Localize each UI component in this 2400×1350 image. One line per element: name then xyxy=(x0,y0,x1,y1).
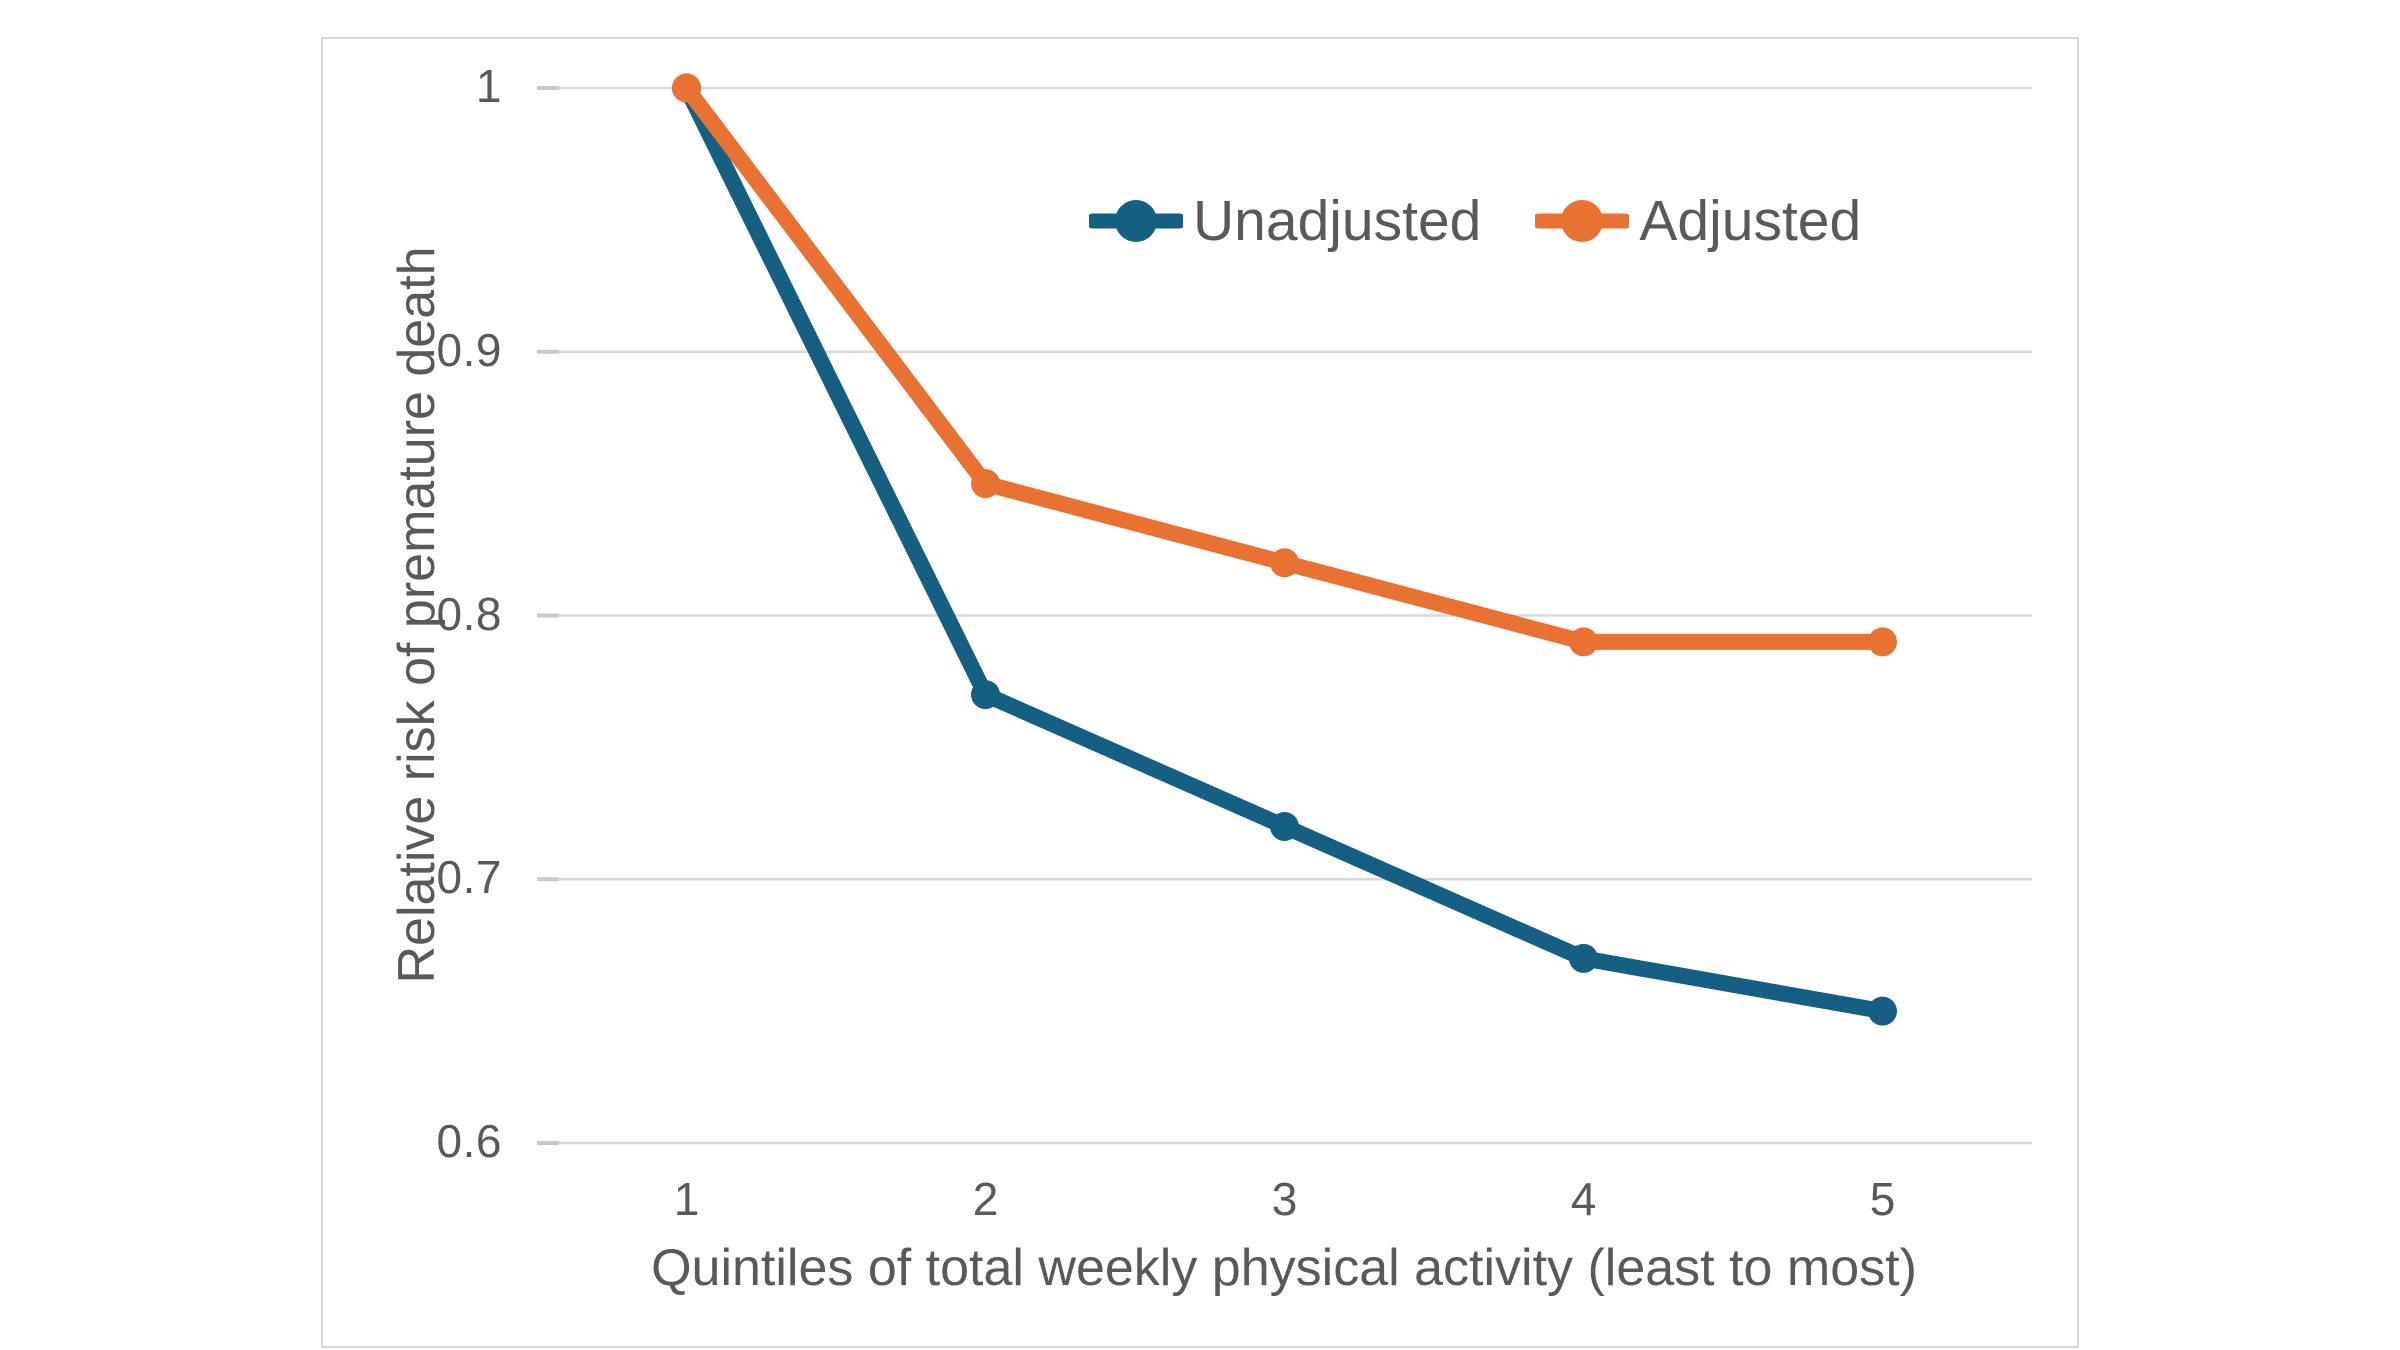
legend-label: Adjusted xyxy=(1639,189,1862,253)
y-tick-label: 1 xyxy=(475,59,502,112)
legend-line-marker-icon xyxy=(1089,200,1183,242)
x-axis-title: Quintiles of total weekly physical activ… xyxy=(651,1239,1917,1297)
y-tick-label: 0.9 xyxy=(436,323,502,376)
x-tick-label: 1 xyxy=(673,1173,700,1225)
legend-label: Unadjusted xyxy=(1193,189,1482,253)
x-tick-label: 3 xyxy=(1271,1173,1298,1225)
y-tick-label: 0.6 xyxy=(436,1114,502,1167)
y-tick-label: 0.8 xyxy=(436,587,502,640)
legend-item-unadjusted: Unadjusted xyxy=(1089,188,1481,254)
y-tick-label: 0.7 xyxy=(436,851,502,904)
x-tick-label: 4 xyxy=(1570,1173,1597,1225)
x-tick-label: 2 xyxy=(972,1173,999,1225)
x-tick-label: 5 xyxy=(1869,1173,1896,1225)
legend: Unadjusted Adjusted xyxy=(1089,188,1861,254)
legend-item-adjusted: Adjusted xyxy=(1535,188,1861,254)
y-axis-title: Relative risk of premature death xyxy=(388,246,446,984)
legend-line-marker-icon xyxy=(1535,200,1630,242)
